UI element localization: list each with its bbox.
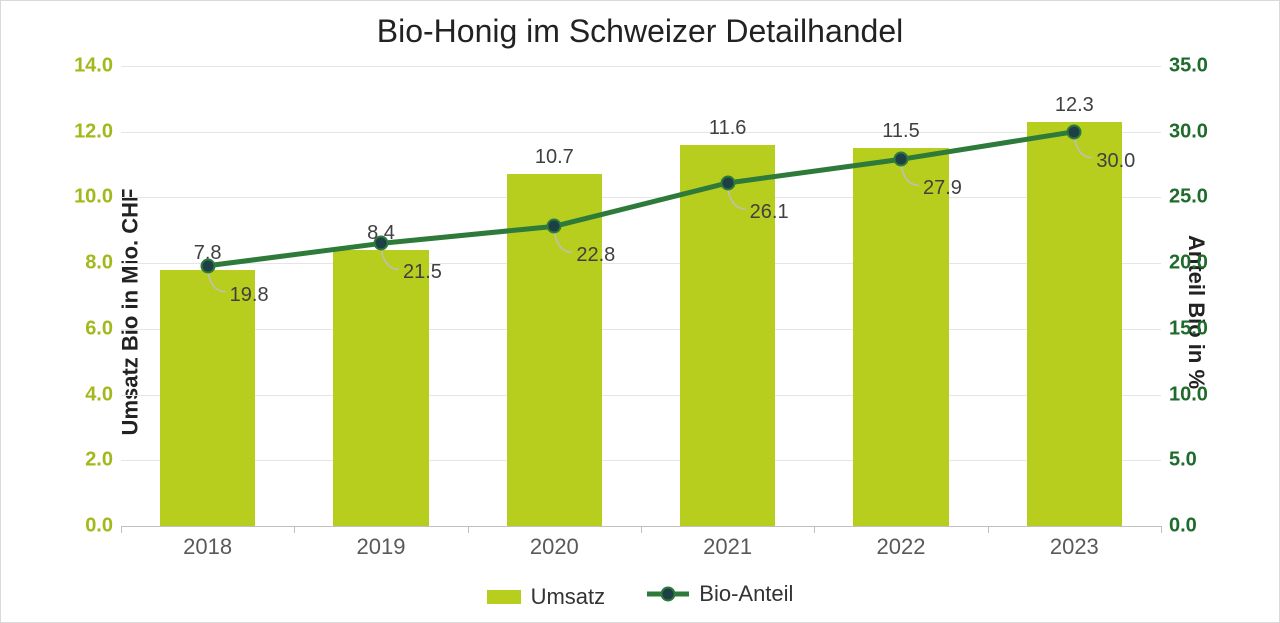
legend-swatch-bar <box>487 590 521 604</box>
y1-tick: 2.0 <box>85 449 113 472</box>
x-tick-mark <box>1161 526 1162 533</box>
y2-tick: 35.0 <box>1169 55 1208 78</box>
y2-tick: 15.0 <box>1169 317 1208 340</box>
x-tick-label: 2023 <box>1050 534 1099 560</box>
line-value-label: 22.8 <box>576 244 615 267</box>
y2-tick: 5.0 <box>1169 449 1197 472</box>
y2-tick: 10.0 <box>1169 383 1208 406</box>
legend-item-bioanteil: Bio-Anteil <box>647 581 793 607</box>
legend-label-bioanteil: Bio-Anteil <box>699 581 793 607</box>
x-tick-mark <box>468 526 469 533</box>
x-tick-label: 2019 <box>357 534 406 560</box>
y1-tick: 14.0 <box>74 55 113 78</box>
line-value-label: 30.0 <box>1096 150 1135 173</box>
legend-item-umsatz: Umsatz <box>487 584 606 610</box>
line-series <box>121 66 1161 526</box>
x-tick-mark <box>294 526 295 533</box>
y2-tick: 20.0 <box>1169 252 1208 275</box>
chart-title: Bio-Honig im Schweizer Detailhandel <box>1 13 1279 50</box>
x-tick-mark <box>814 526 815 533</box>
x-tick-label: 2020 <box>530 534 579 560</box>
y1-tick: 6.0 <box>85 317 113 340</box>
x-tick-label: 2021 <box>703 534 752 560</box>
y1-tick: 12.0 <box>74 120 113 143</box>
line-marker <box>1067 124 1082 139</box>
y1-tick: 0.0 <box>85 515 113 538</box>
y2-tick: 0.0 <box>1169 515 1197 538</box>
y1-tick: 10.0 <box>74 186 113 209</box>
plot-area: 0.00.02.05.04.010.06.015.08.020.010.025.… <box>121 66 1161 526</box>
line-value-label: 26.1 <box>750 201 789 224</box>
x-tick-label: 2018 <box>183 534 232 560</box>
legend-swatch-line <box>647 584 689 604</box>
line-marker <box>894 152 909 167</box>
x-tick-mark <box>988 526 989 533</box>
y2-tick: 30.0 <box>1169 120 1208 143</box>
x-tick-mark <box>641 526 642 533</box>
line-marker <box>720 175 735 190</box>
line-marker <box>547 219 562 234</box>
legend: Umsatz Bio-Anteil <box>1 581 1279 610</box>
y2-tick: 25.0 <box>1169 186 1208 209</box>
line-value-label: 21.5 <box>403 261 442 284</box>
line-marker <box>200 258 215 273</box>
line-value-label: 27.9 <box>923 177 962 200</box>
line-marker <box>374 236 389 251</box>
legend-label-umsatz: Umsatz <box>531 584 606 610</box>
line-value-label: 19.8 <box>230 284 269 307</box>
y1-tick: 8.0 <box>85 252 113 275</box>
chart-frame: Bio-Honig im Schweizer Detailhandel Umsa… <box>0 0 1280 623</box>
x-tick-label: 2022 <box>877 534 926 560</box>
y1-tick: 4.0 <box>85 383 113 406</box>
x-tick-mark <box>121 526 122 533</box>
